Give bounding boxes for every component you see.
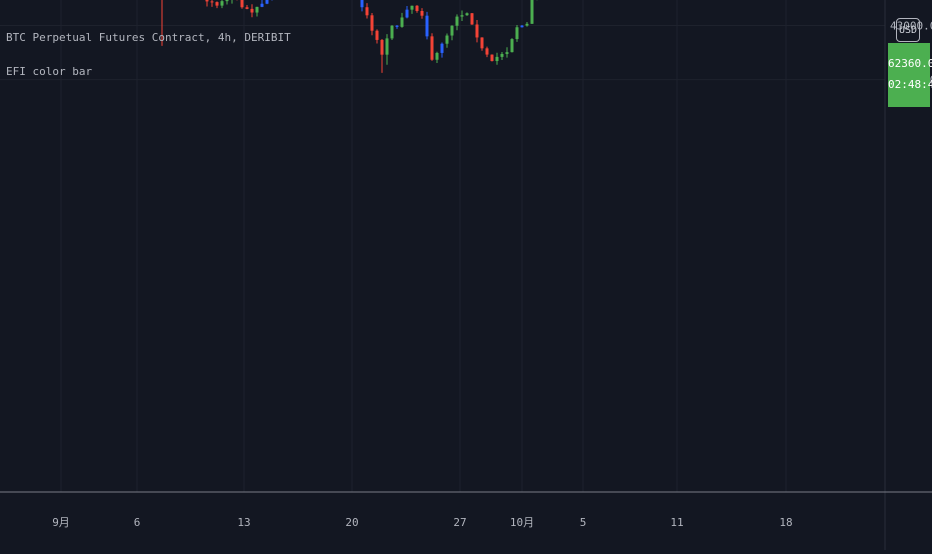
candle-body [490,54,494,62]
candle-body [450,25,454,36]
candle-body [400,17,404,27]
candle-body [410,5,414,10]
candle-body [390,25,394,39]
candle-body [245,7,249,9]
candle-body [495,56,499,62]
time-tick-label: 5 [580,516,587,529]
time-tick-label: 20 [345,516,358,529]
candle-body [375,30,379,40]
candle-body [215,2,219,6]
candle-body [210,1,214,3]
time-tick-label: 11 [670,516,683,529]
candle-body [460,15,464,17]
candle-body [525,23,529,26]
time-axis[interactable]: 9月 6 13 20 27 10月 5 11 18 [52,516,792,529]
time-tick-label: 18 [779,516,792,529]
time-tick-label: 6 [134,516,141,529]
candle-body [440,43,444,53]
candle-body [485,48,489,55]
last-price-badge: 62360.0 02:48:48 [888,43,932,107]
candle-body [225,0,229,2]
time-tick-label: 27 [453,516,466,529]
candle-body [515,27,519,40]
time-tick-label: 10月 [510,516,534,529]
candle-body [455,16,459,26]
candle-body [500,53,504,57]
candle-body [430,36,434,60]
time-tick-label: 9月 [52,516,70,529]
price-tick-label: 43000.0 [890,20,932,33]
candle-body [385,38,389,55]
candle-body [520,25,524,28]
candle-body [420,10,424,16]
candle-body [470,13,474,25]
candle-body [265,0,269,4]
candle-body [405,9,409,18]
candle-series [161,0,538,73]
candle-body [445,35,449,44]
candle-body [360,0,364,8]
candle-body [205,0,209,2]
candle-body [415,5,419,11]
time-tick-label: 13 [237,516,250,529]
candle-body [365,7,369,16]
candle-body [220,1,224,6]
chart-grid [0,0,885,492]
candle-body [505,52,509,54]
candle-body [425,15,429,37]
candle-body [395,25,399,27]
candle-body [480,37,484,49]
candle-body [260,3,264,7]
candle-body [475,24,479,38]
candle-body [255,6,259,13]
chart-title: BTC Perpetual Futures Contract, 4h, DERI… [6,31,291,44]
candle-body [465,13,469,16]
candle-body [530,0,534,24]
indicator-label[interactable]: EFI color bar [6,65,93,78]
candle-body [370,15,374,31]
last-price-value: 62360.0 [888,57,932,70]
candle-body [380,39,384,55]
candle-body [250,8,254,13]
candle-body [240,0,244,8]
bar-countdown: 02:48:48 [888,78,932,91]
candle-body [435,52,439,60]
candle-body [510,39,514,53]
currency-button[interactable]: USD [896,18,920,42]
